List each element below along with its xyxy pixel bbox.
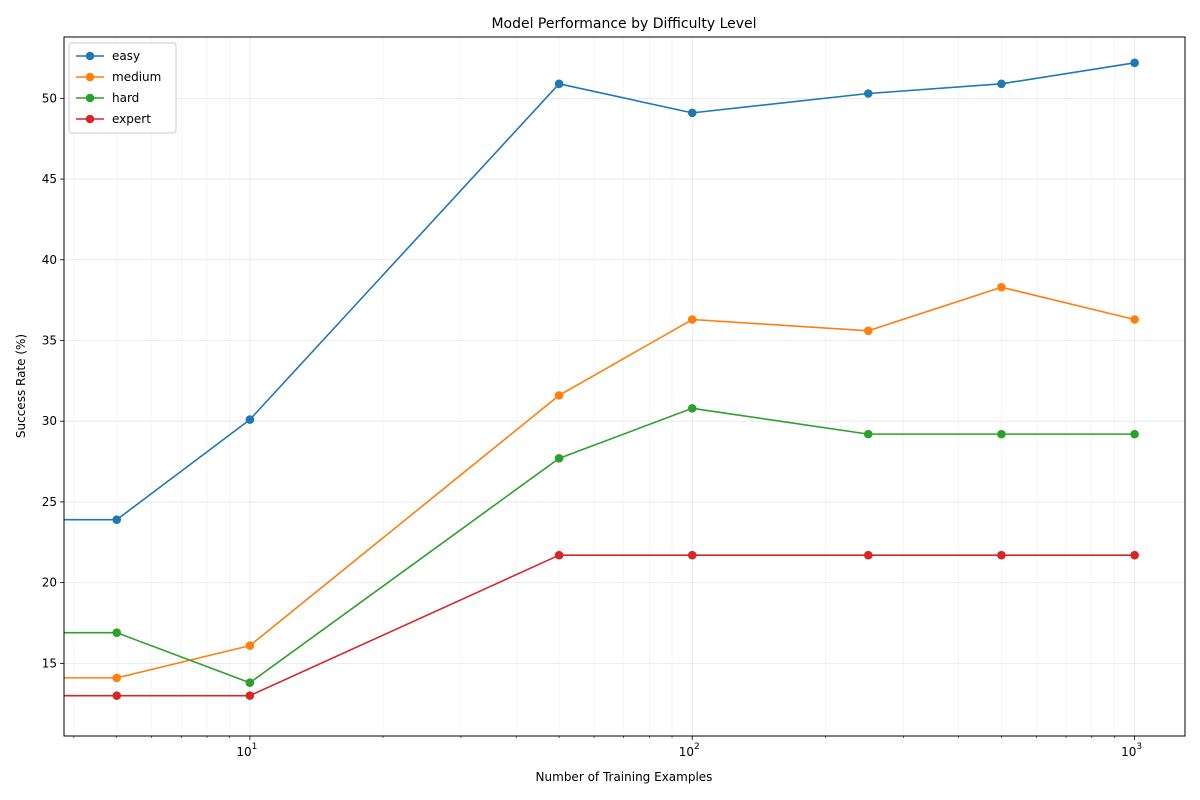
data-point-expert — [112, 691, 122, 700]
data-point-expert — [1130, 550, 1139, 560]
data-point-easy — [554, 79, 564, 89]
plot-frame — [63, 36, 1186, 737]
y-axis-ticks: 15 20 25 30 35 40 45 50 — [42, 91, 64, 670]
data-point-easy — [1130, 58, 1139, 68]
data-point-medium — [1130, 315, 1139, 324]
chart-title: Model Performance by Difficulty Level — [491, 16, 756, 32]
data-point-medium — [997, 282, 1006, 292]
legend-item-expert: expert — [76, 112, 151, 126]
series-line-easy — [64, 62, 1135, 521]
data-point-hard — [554, 454, 564, 463]
data-point-hard — [245, 678, 255, 688]
grid-lines — [64, 37, 1185, 736]
x-axis-ticks: 101 102 103 — [73, 736, 1142, 759]
series-expert — [64, 550, 1139, 700]
legend-item-medium: medium — [76, 70, 161, 84]
data-point-hard — [112, 628, 122, 637]
y-tick-label: 30 — [42, 414, 57, 428]
y-tick-label: 45 — [42, 172, 57, 186]
legend-marker — [85, 114, 95, 124]
data-point-medium — [863, 326, 873, 336]
y-tick-label: 15 — [42, 656, 57, 670]
data-point-easy — [112, 515, 122, 524]
data-point-easy — [997, 79, 1006, 89]
series-layer — [64, 58, 1139, 700]
legend-box — [68, 42, 177, 134]
data-point-expert — [554, 550, 564, 560]
data-point-easy — [245, 415, 255, 424]
series-medium — [64, 282, 1139, 683]
legend-marker — [85, 51, 95, 61]
data-point-easy — [863, 89, 873, 98]
data-point-expert — [687, 550, 697, 560]
legend-label: medium — [112, 70, 161, 84]
legend-marker — [85, 93, 95, 103]
series-line-hard — [64, 407, 1135, 684]
x-tick-label: 103 — [1121, 742, 1142, 759]
data-point-medium — [554, 391, 564, 400]
y-tick-label: 40 — [42, 253, 57, 267]
x-tick-exponent: 2 — [694, 742, 700, 752]
x-axis-label: Number of Training Examples — [536, 770, 713, 784]
data-point-expert — [997, 550, 1006, 560]
legend-item-hard: hard — [76, 91, 139, 105]
x-tick-exponent: 1 — [252, 742, 258, 752]
data-point-hard — [997, 429, 1006, 439]
data-point-hard — [687, 403, 697, 413]
legend-label: hard — [112, 91, 139, 105]
x-tick-label: 101 — [236, 742, 257, 759]
series-hard — [64, 403, 1139, 688]
legend-label: easy — [112, 49, 140, 63]
data-point-expert — [245, 691, 255, 700]
y-tick-label: 20 — [42, 576, 57, 590]
y-tick-label: 35 — [42, 333, 57, 347]
data-point-easy — [687, 108, 697, 118]
legend-marker — [85, 72, 95, 82]
data-point-hard — [863, 429, 873, 439]
series-easy — [64, 58, 1139, 524]
y-axis-label: Success Rate (%) — [14, 334, 28, 438]
data-point-medium — [245, 641, 255, 650]
legend-label: expert — [112, 112, 151, 126]
data-point-hard — [1130, 429, 1139, 439]
data-point-expert — [863, 550, 873, 560]
x-tick-exponent: 3 — [1136, 742, 1142, 752]
data-point-medium — [112, 673, 122, 683]
data-point-medium — [687, 315, 697, 324]
legend: easy medium hard expert — [68, 42, 177, 134]
x-tick-label: 102 — [679, 742, 700, 759]
series-line-medium — [64, 286, 1135, 679]
y-tick-label: 50 — [42, 91, 57, 105]
legend-item-easy: easy — [76, 49, 140, 63]
series-line-expert — [64, 554, 1135, 697]
y-tick-label: 25 — [42, 495, 57, 509]
